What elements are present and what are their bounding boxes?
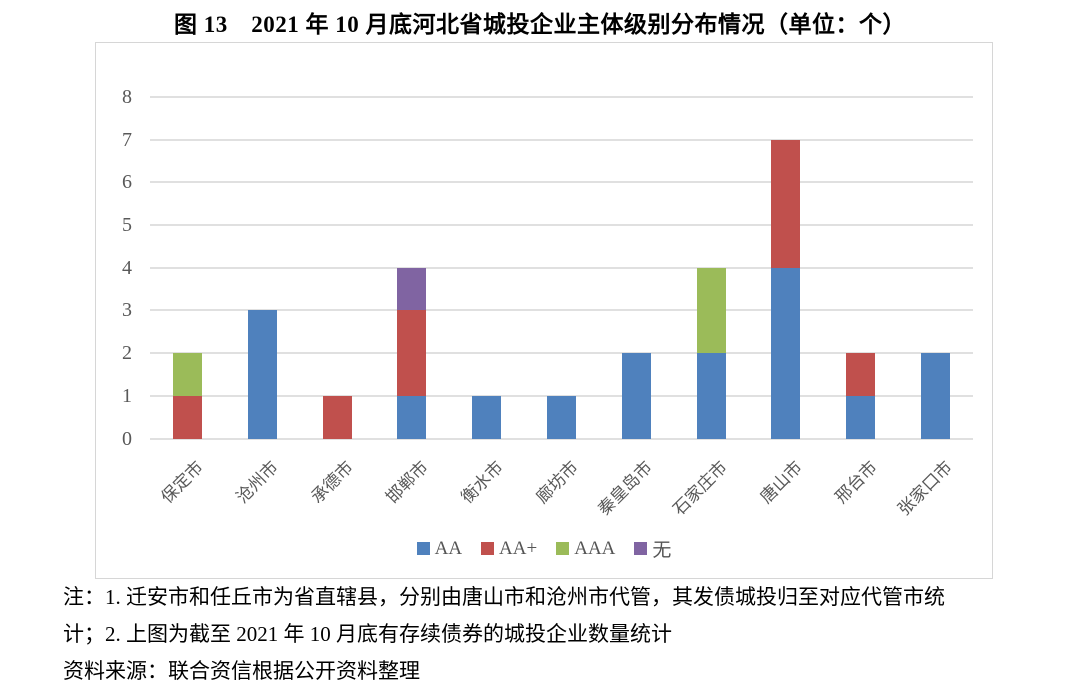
bar-segment-AAA-保定市	[172, 353, 202, 396]
gridline	[150, 309, 973, 312]
y-axis-tick-label: 5	[122, 214, 132, 237]
x-axis-label: 廊坊市	[531, 457, 582, 507]
x-axis-label: 张家口市	[894, 457, 956, 519]
x-axis-label: 保定市	[157, 457, 208, 507]
x-axis-label: 承德市	[307, 457, 358, 507]
y-axis-tick-label: 3	[122, 299, 132, 322]
legend-label: AA+	[499, 537, 538, 559]
bar-segment-AA-石家庄市	[696, 353, 726, 439]
gridline	[150, 352, 973, 355]
x-axis-label: 衡水市	[457, 457, 507, 507]
legend-swatch-icon	[556, 542, 570, 555]
gridline	[150, 224, 973, 227]
x-axis-label: 秦皇岛市	[594, 457, 657, 519]
x-axis-label: 石家庄市	[669, 457, 732, 519]
x-axis-label: 邯郸市	[382, 457, 432, 507]
chart-frame: 0 1 2 3 4 5 6 7 8 保定市 沧州市 承德市 邯郸市 衡水市 廊坊市 秦皇岛市 石家庄市 唐山市 邢台…	[95, 42, 993, 579]
gridline	[150, 96, 973, 98]
chart-legend: AA AA+ AAA 无	[96, 535, 992, 562]
bar-segment-AAA-石家庄市	[696, 267, 726, 354]
legend-item-AA+: AA+	[481, 538, 537, 560]
legend-item-AAA: AAA	[556, 538, 615, 560]
bar-segment-AA-沧州市	[247, 310, 277, 439]
legend-swatch-icon	[416, 542, 430, 555]
y-axis-tick-label: 2	[122, 342, 132, 365]
bar-segment-AA-衡水市	[472, 395, 502, 439]
legend-item-AA: AA	[416, 537, 463, 560]
gridline	[150, 138, 973, 141]
chart-notes: 注：1. 迁安市和任丘市为省直辖县，分别由唐山市和沧州市代管，其发债城投归至对应…	[63, 579, 1028, 690]
x-axis-label: 唐山市	[756, 457, 806, 507]
bar-segment-无-邯郸市	[397, 267, 427, 311]
y-axis-tick-label: 0	[122, 427, 132, 450]
gridline	[150, 437, 973, 440]
bar-segment-AA-唐山市	[771, 267, 801, 439]
bar-segment-AA+-承德市	[322, 395, 352, 439]
x-axis-label: 沧州市	[232, 457, 283, 507]
y-axis-tick-label: 6	[122, 171, 132, 194]
bar-segment-AA-廊坊市	[547, 395, 576, 439]
bar-segment-AA-邯郸市	[397, 395, 427, 439]
gridline	[150, 181, 973, 184]
y-axis-tick-label: 4	[122, 256, 132, 279]
bar-segment-AA+-唐山市	[771, 139, 801, 268]
legend-swatch-icon	[481, 542, 495, 555]
bar-segment-AA-张家口市	[921, 353, 951, 439]
y-axis-tick-label: 8	[122, 86, 132, 108]
bar-segment-AA-秦皇岛市	[621, 353, 651, 439]
bar-segment-AA+-邢台市	[846, 353, 876, 396]
note-line-1: 注：1. 迁安市和任丘市为省直辖县，分别由唐山市和沧州市代管，其发债城投归至对应…	[63, 585, 945, 609]
x-axis-label: 邢台市	[831, 457, 881, 507]
legend-label: AA	[434, 537, 463, 559]
legend-label: 无	[652, 540, 672, 561]
legend-item-无: 无	[634, 535, 671, 562]
source-line: 资料来源：联合资信根据公开资料整理	[63, 659, 420, 683]
y-axis-tick-label: 7	[122, 128, 132, 151]
bar-segment-AA-邢台市	[846, 395, 876, 439]
bar-segment-AA+-邯郸市	[397, 310, 427, 396]
note-line-2: 计；2. 上图为截至 2021 年 10 月底有存续债券的城投企业数量统计	[63, 622, 672, 646]
legend-swatch-icon	[634, 542, 648, 555]
legend-label: AAA	[574, 537, 616, 559]
plot-area: 0 1 2 3 4 5 6 7 8 保定市 沧州市 承德市 邯郸市 衡水市 廊坊市 秦皇岛市 石家庄市 唐山市 邢台…	[96, 43, 992, 578]
chart-title: 图 13 2021 年 10 月底河北省城投企业主体级别分布情况（单位：个）	[174, 12, 906, 37]
bar-segment-AA+-保定市	[172, 395, 202, 439]
gridline	[150, 266, 973, 269]
y-axis-tick-label: 1	[122, 384, 132, 407]
